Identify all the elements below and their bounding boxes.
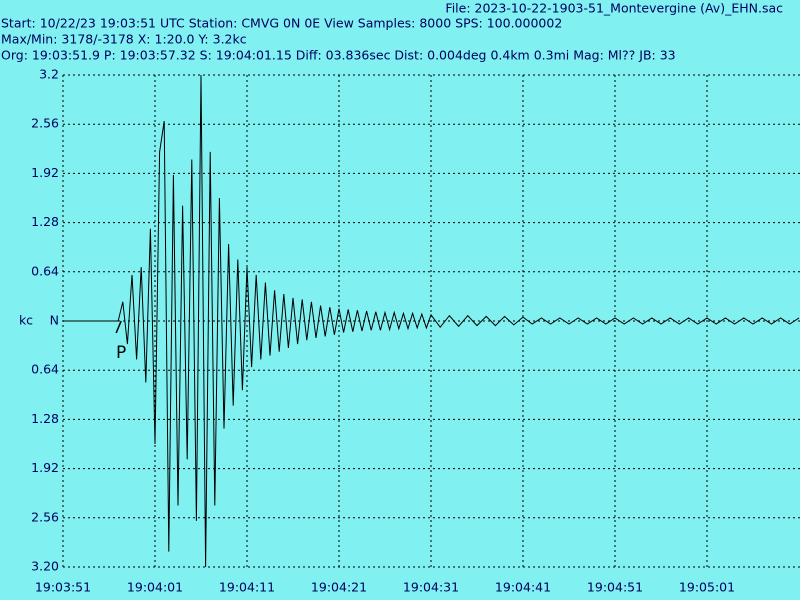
pick-marker xyxy=(115,320,122,334)
info-line: Max/Min: 3178/-3178 X: 1:20.0 Y: 3.2kc xyxy=(1,32,247,47)
y-tick-label: 1.92 xyxy=(31,165,59,180)
y-tick-label: 1.28 xyxy=(31,411,59,426)
y-tick-label: 0.64 xyxy=(31,362,59,377)
y-axis-label: kc xyxy=(19,313,33,328)
info-line: Org: 19:03:51.9 P: 19:03:57.32 S: 19:04:… xyxy=(1,48,676,63)
y-tick-label: 1.92 xyxy=(31,460,59,475)
x-tick-label: 19:03:51 xyxy=(35,580,91,595)
y-tick-label: 1.28 xyxy=(31,214,59,229)
x-tick-label: 19:04:21 xyxy=(311,580,367,595)
pick-label: P xyxy=(116,343,126,363)
x-tick-label: 19:04:01 xyxy=(127,580,183,595)
y-tick-label: 0.64 xyxy=(31,263,59,278)
y-tick-label: 2.56 xyxy=(31,509,59,524)
x-tick-label: 19:04:41 xyxy=(495,580,551,595)
y-tick-label: 3.20 xyxy=(31,559,59,574)
x-tick-label: 19:04:31 xyxy=(403,580,459,595)
x-tick-label: 19:04:11 xyxy=(219,580,275,595)
x-tick-label: 19:04:51 xyxy=(587,580,643,595)
file-title: File: 2023-10-22-1903-51_Montevergine (A… xyxy=(445,1,783,16)
y-tick-label: 2.56 xyxy=(31,116,59,131)
x-tick-label: 19:05:01 xyxy=(679,580,735,595)
y-tick-label: N xyxy=(50,313,59,328)
waveform xyxy=(63,74,800,568)
info-line: Start: 10/22/23 19:03:51 UTC Station: CM… xyxy=(1,16,562,31)
y-tick-label: 3.2 xyxy=(39,67,59,82)
